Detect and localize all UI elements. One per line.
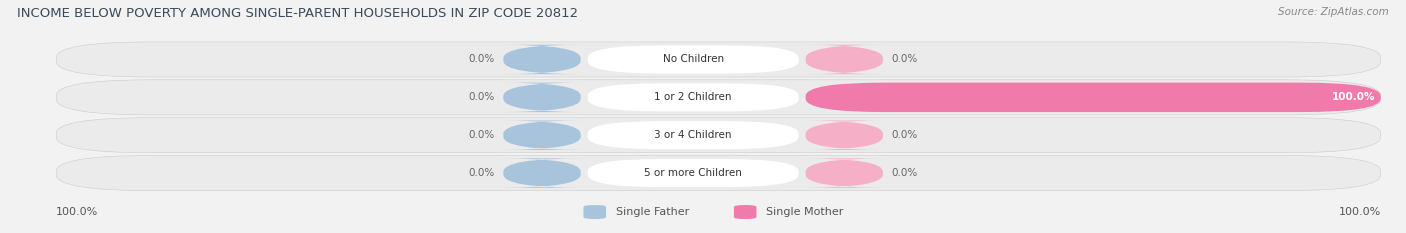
Text: 3 or 4 Children: 3 or 4 Children — [654, 130, 733, 140]
FancyBboxPatch shape — [56, 42, 1381, 77]
Text: 1 or 2 Children: 1 or 2 Children — [654, 92, 733, 102]
Text: Single Mother: Single Mother — [766, 207, 844, 217]
FancyBboxPatch shape — [588, 121, 799, 149]
FancyBboxPatch shape — [803, 120, 886, 150]
Text: 5 or more Children: 5 or more Children — [644, 168, 742, 178]
FancyBboxPatch shape — [588, 83, 799, 111]
Text: 0.0%: 0.0% — [468, 55, 495, 65]
Text: Source: ZipAtlas.com: Source: ZipAtlas.com — [1278, 7, 1389, 17]
FancyBboxPatch shape — [501, 45, 583, 74]
Text: 0.0%: 0.0% — [891, 55, 918, 65]
Text: INCOME BELOW POVERTY AMONG SINGLE-PARENT HOUSEHOLDS IN ZIP CODE 20812: INCOME BELOW POVERTY AMONG SINGLE-PARENT… — [17, 7, 578, 20]
Text: 100.0%: 100.0% — [1339, 207, 1381, 217]
FancyBboxPatch shape — [501, 120, 583, 150]
Text: 0.0%: 0.0% — [891, 168, 918, 178]
FancyBboxPatch shape — [734, 205, 756, 219]
FancyBboxPatch shape — [588, 159, 799, 187]
FancyBboxPatch shape — [56, 80, 1381, 115]
FancyBboxPatch shape — [806, 83, 1381, 112]
Text: 0.0%: 0.0% — [468, 92, 495, 102]
Text: 0.0%: 0.0% — [891, 130, 918, 140]
FancyBboxPatch shape — [501, 158, 583, 188]
Text: 100.0%: 100.0% — [56, 207, 98, 217]
Text: 100.0%: 100.0% — [1331, 92, 1375, 102]
FancyBboxPatch shape — [56, 118, 1381, 153]
FancyBboxPatch shape — [803, 45, 886, 74]
FancyBboxPatch shape — [56, 156, 1381, 191]
FancyBboxPatch shape — [803, 158, 886, 188]
Text: Single Father: Single Father — [616, 207, 689, 217]
Text: No Children: No Children — [662, 55, 724, 65]
Text: 0.0%: 0.0% — [468, 168, 495, 178]
Text: 0.0%: 0.0% — [468, 130, 495, 140]
FancyBboxPatch shape — [588, 45, 799, 73]
FancyBboxPatch shape — [583, 205, 606, 219]
FancyBboxPatch shape — [501, 83, 583, 112]
